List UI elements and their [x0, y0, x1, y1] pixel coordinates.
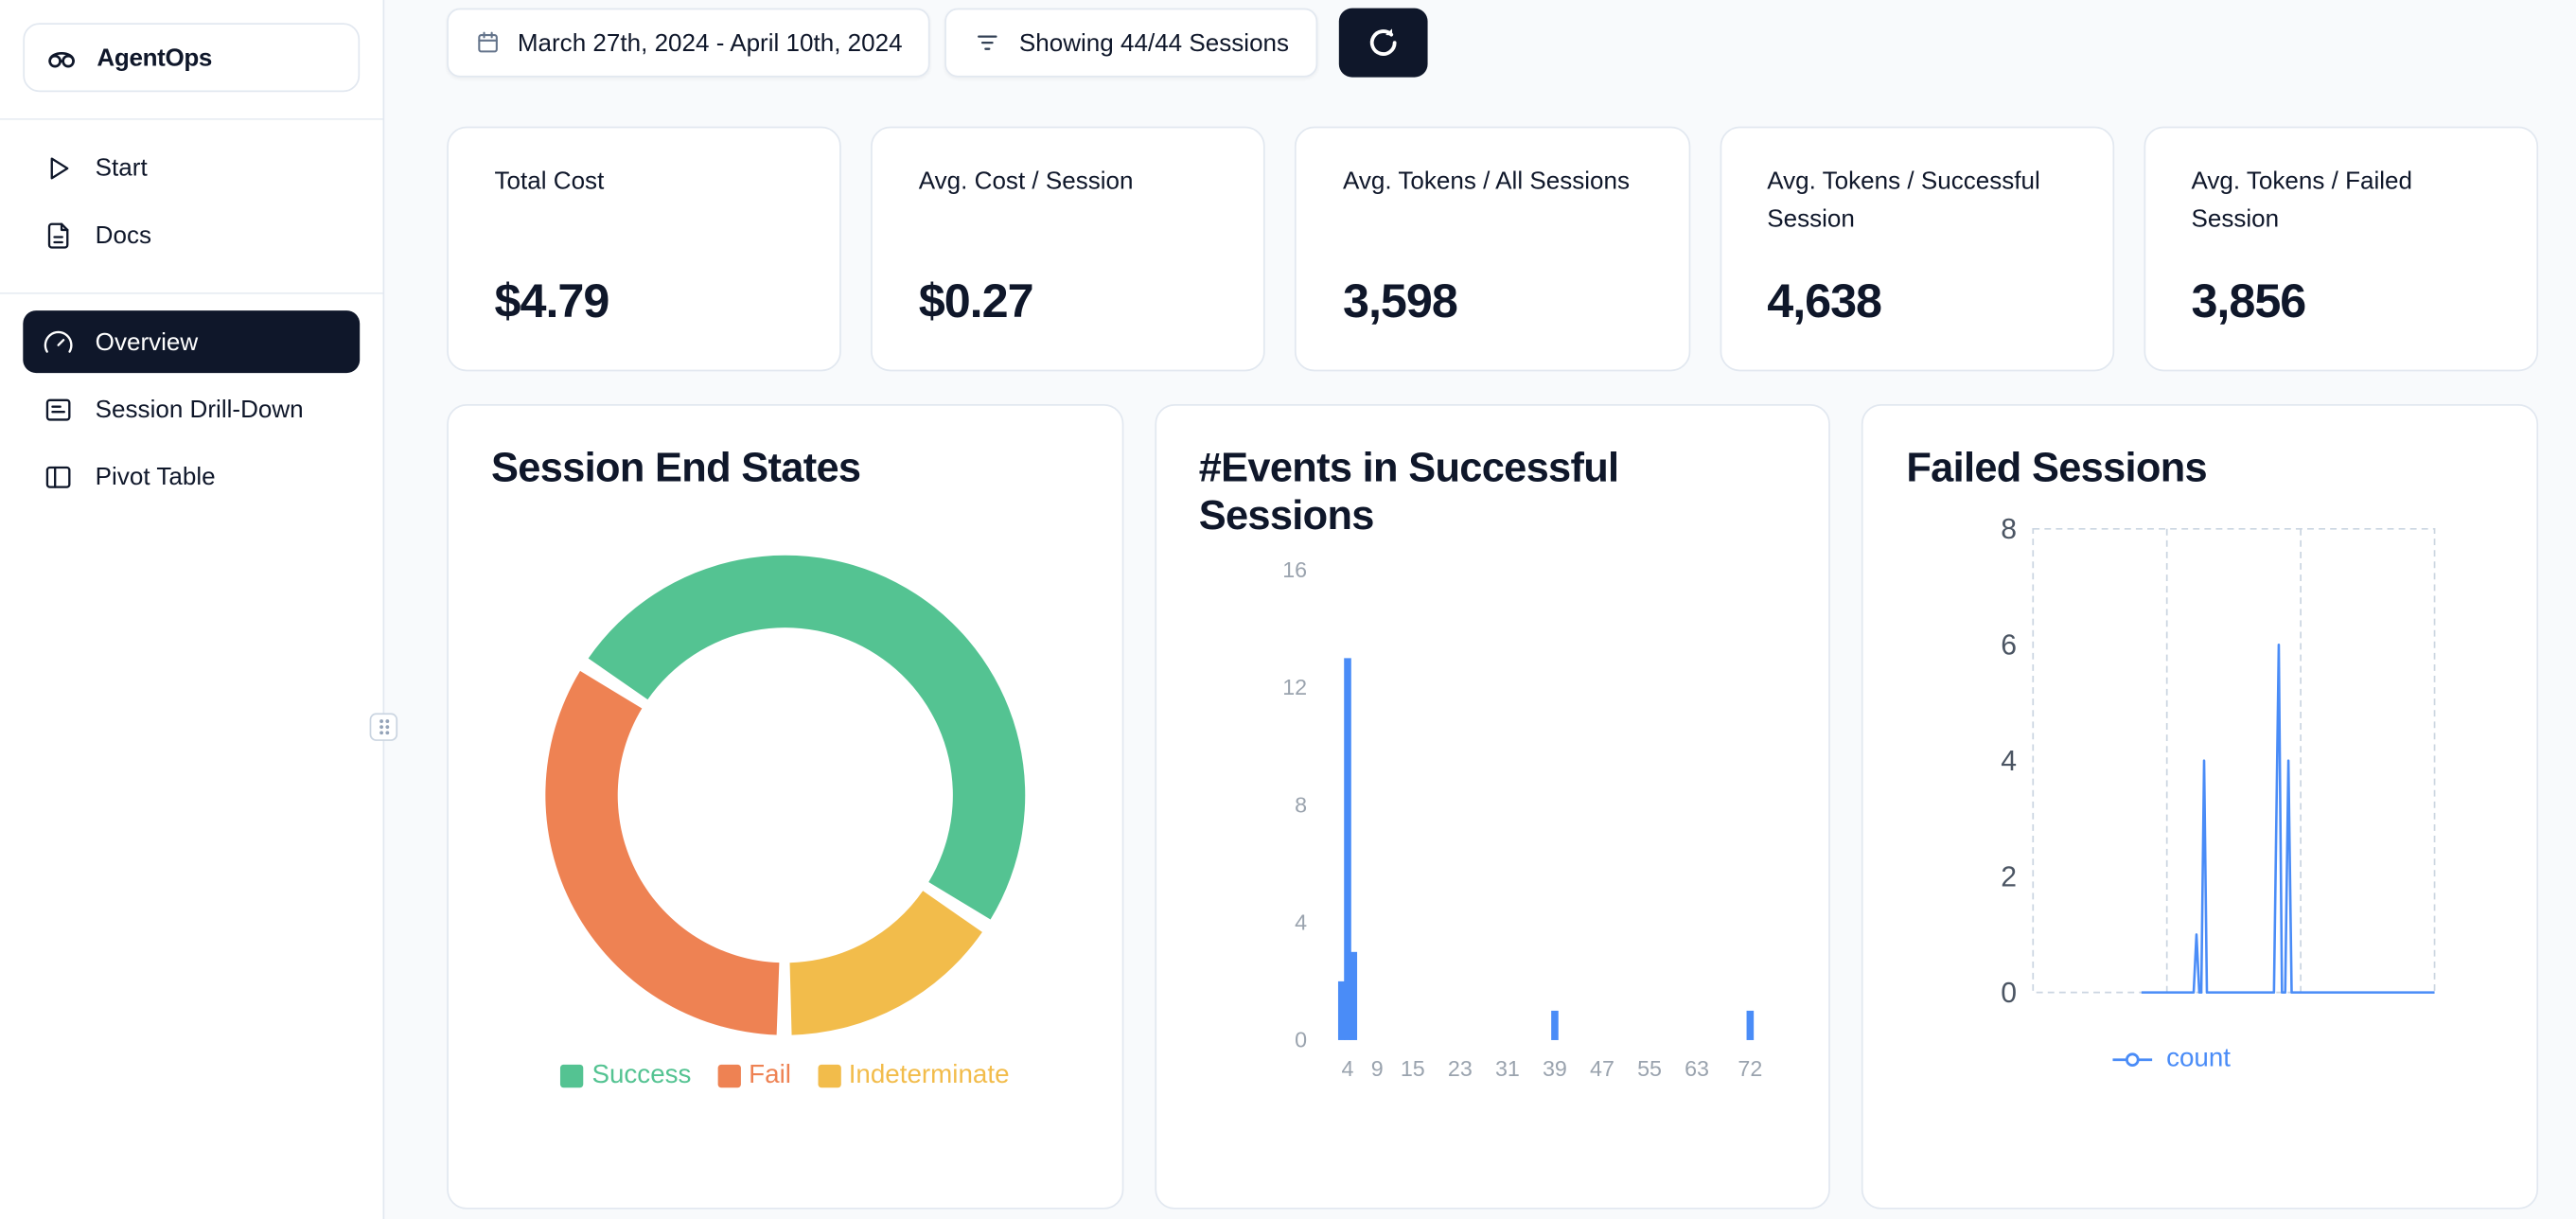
stat-value: 3,598 [1343, 275, 1458, 329]
stat-value: $0.27 [918, 275, 1034, 329]
donut-chart-area: Success Fail Indeterminate [491, 503, 1079, 1090]
session-end-states-card: Session End States Success Fail [447, 404, 1123, 1210]
date-range-button[interactable]: March 27th, 2024 - April 10th, 2024 [447, 8, 931, 78]
calendar-icon [478, 31, 498, 53]
donut-legend: Success Fail Indeterminate [560, 1061, 1010, 1090]
sidebar-item-label: Session Drill-Down [95, 395, 304, 424]
divider [0, 292, 383, 294]
legend-marker-icon [2111, 1052, 2152, 1067]
gauge-icon [44, 330, 73, 352]
stat-card-total-cost: Total Cost $4.79 [447, 126, 842, 372]
svg-text:4: 4 [1341, 1056, 1353, 1081]
svg-text:4: 4 [2002, 746, 2018, 777]
legend-label: count [2166, 1044, 2232, 1073]
chart-title: #Events in Successful Sessions [1198, 445, 1619, 539]
failed-sessions-card: Failed Sessions 0 2 4 6 8 count [1861, 404, 2539, 1210]
failed-sessions-line-chart[interactable]: 0 2 4 6 8 [1906, 503, 2494, 1041]
svg-text:31: 31 [1494, 1056, 1519, 1081]
svg-text:72: 72 [1738, 1056, 1762, 1081]
sidebar-item-label: Pivot Table [95, 462, 216, 491]
sidebar-resize-handle[interactable] [369, 713, 398, 741]
terminal-icon [45, 398, 71, 420]
legend-label: Success [591, 1061, 692, 1089]
svg-text:15: 15 [1400, 1056, 1424, 1081]
sidebar-item-session-drill-down[interactable]: Session Drill-Down [23, 378, 360, 440]
grip-dots-icon [379, 719, 389, 735]
stats-row: Total Cost $4.79 Avg. Cost / Session $0.… [447, 126, 2539, 372]
svg-text:2: 2 [2002, 862, 2018, 893]
sidebar-item-label: Overview [95, 327, 199, 356]
panel-left-icon [45, 465, 71, 487]
stat-label: Avg. Cost / Session [918, 168, 1134, 196]
svg-text:6: 6 [2002, 630, 2018, 662]
divider [0, 117, 383, 120]
legend-swatch [560, 1064, 584, 1088]
filter-icon [978, 35, 998, 50]
refresh-button[interactable] [1338, 8, 1427, 78]
svg-text:4: 4 [1295, 910, 1307, 935]
legend-label: Fail [749, 1061, 791, 1089]
legend-item-fail[interactable]: Fail [717, 1061, 791, 1090]
events-histogram-card: #Events in Successful Sessions 0 4 8 12 16 4 9… [1154, 404, 1831, 1210]
stat-value: 4,638 [1767, 275, 1882, 329]
stat-label: Avg. Tokens / Failed Session [2191, 168, 2413, 233]
svg-text:39: 39 [1542, 1056, 1566, 1081]
sidebar-item-overview[interactable]: Overview [23, 310, 361, 374]
chart-title: Failed Sessions [1906, 445, 2207, 492]
svg-text:55: 55 [1637, 1056, 1662, 1081]
sidebar-item-label: Docs [95, 221, 152, 250]
legend-item-success[interactable]: Success [560, 1061, 691, 1090]
svg-text:47: 47 [1589, 1056, 1614, 1081]
file-text-icon [47, 221, 69, 248]
legend-swatch [817, 1064, 841, 1088]
app-title: AgentOps [97, 44, 213, 72]
sidebar: AgentOps Start Docs Overview [0, 0, 398, 1219]
sessions-filter-button[interactable]: Showing 44/44 Sessions [944, 8, 1317, 78]
sidebar-item-start[interactable]: Start [23, 136, 360, 199]
date-range-label: March 27th, 2024 - April 10th, 2024 [517, 28, 903, 57]
svg-text:16: 16 [1282, 557, 1307, 582]
stat-value: $4.79 [494, 275, 610, 329]
chart-title: Session End States [491, 445, 861, 492]
line-chart-legend[interactable]: count [1877, 1045, 2464, 1074]
charts-row: Session End States Success Fail [447, 404, 2539, 1210]
legend-swatch [717, 1064, 741, 1088]
stat-card-avg-tokens-all: Avg. Tokens / All Sessions 3,598 [1295, 126, 1690, 372]
svg-text:9: 9 [1370, 1056, 1383, 1081]
sidebar-item-pivot-table[interactable]: Pivot Table [23, 445, 360, 507]
sessions-filter-label: Showing 44/44 Sessions [1018, 28, 1290, 57]
stat-card-avg-cost-session: Avg. Cost / Session $0.27 [871, 126, 1266, 372]
stat-label: Total Cost [494, 168, 605, 196]
play-icon [50, 156, 69, 179]
legend-label: Indeterminate [848, 1061, 1010, 1089]
stat-label: Avg. Tokens / Successful Session [1767, 168, 2040, 233]
svg-text:8: 8 [2002, 514, 2018, 545]
svg-text:0: 0 [2002, 978, 2018, 1009]
session-end-states-donut-chart[interactable] [538, 549, 1032, 1042]
stat-label: Avg. Tokens / All Sessions [1343, 168, 1631, 196]
refresh-icon [1369, 28, 1396, 56]
svg-text:0: 0 [1295, 1028, 1307, 1052]
stat-card-avg-tokens-failed: Avg. Tokens / Failed Session 3,856 [2144, 126, 2539, 372]
main-content: March 27th, 2024 - April 10th, 2024 Show… [384, 0, 2576, 1219]
agentops-logo-icon [48, 51, 75, 67]
svg-text:8: 8 [1295, 792, 1307, 817]
sidebar-item-docs[interactable]: Docs [23, 203, 360, 266]
stat-card-avg-tokens-successful: Avg. Tokens / Successful Session 4,638 [1719, 126, 2114, 372]
sidebar-item-label: Start [95, 153, 148, 182]
toolbar: March 27th, 2024 - April 10th, 2024 Show… [447, 8, 2538, 78]
logo[interactable]: AgentOps [23, 23, 361, 93]
stat-value: 3,856 [2191, 275, 2306, 329]
svg-text:63: 63 [1685, 1056, 1709, 1081]
svg-text:23: 23 [1447, 1056, 1472, 1081]
svg-text:12: 12 [1282, 675, 1307, 699]
legend-item-indeterminate[interactable]: Indeterminate [817, 1061, 1010, 1090]
